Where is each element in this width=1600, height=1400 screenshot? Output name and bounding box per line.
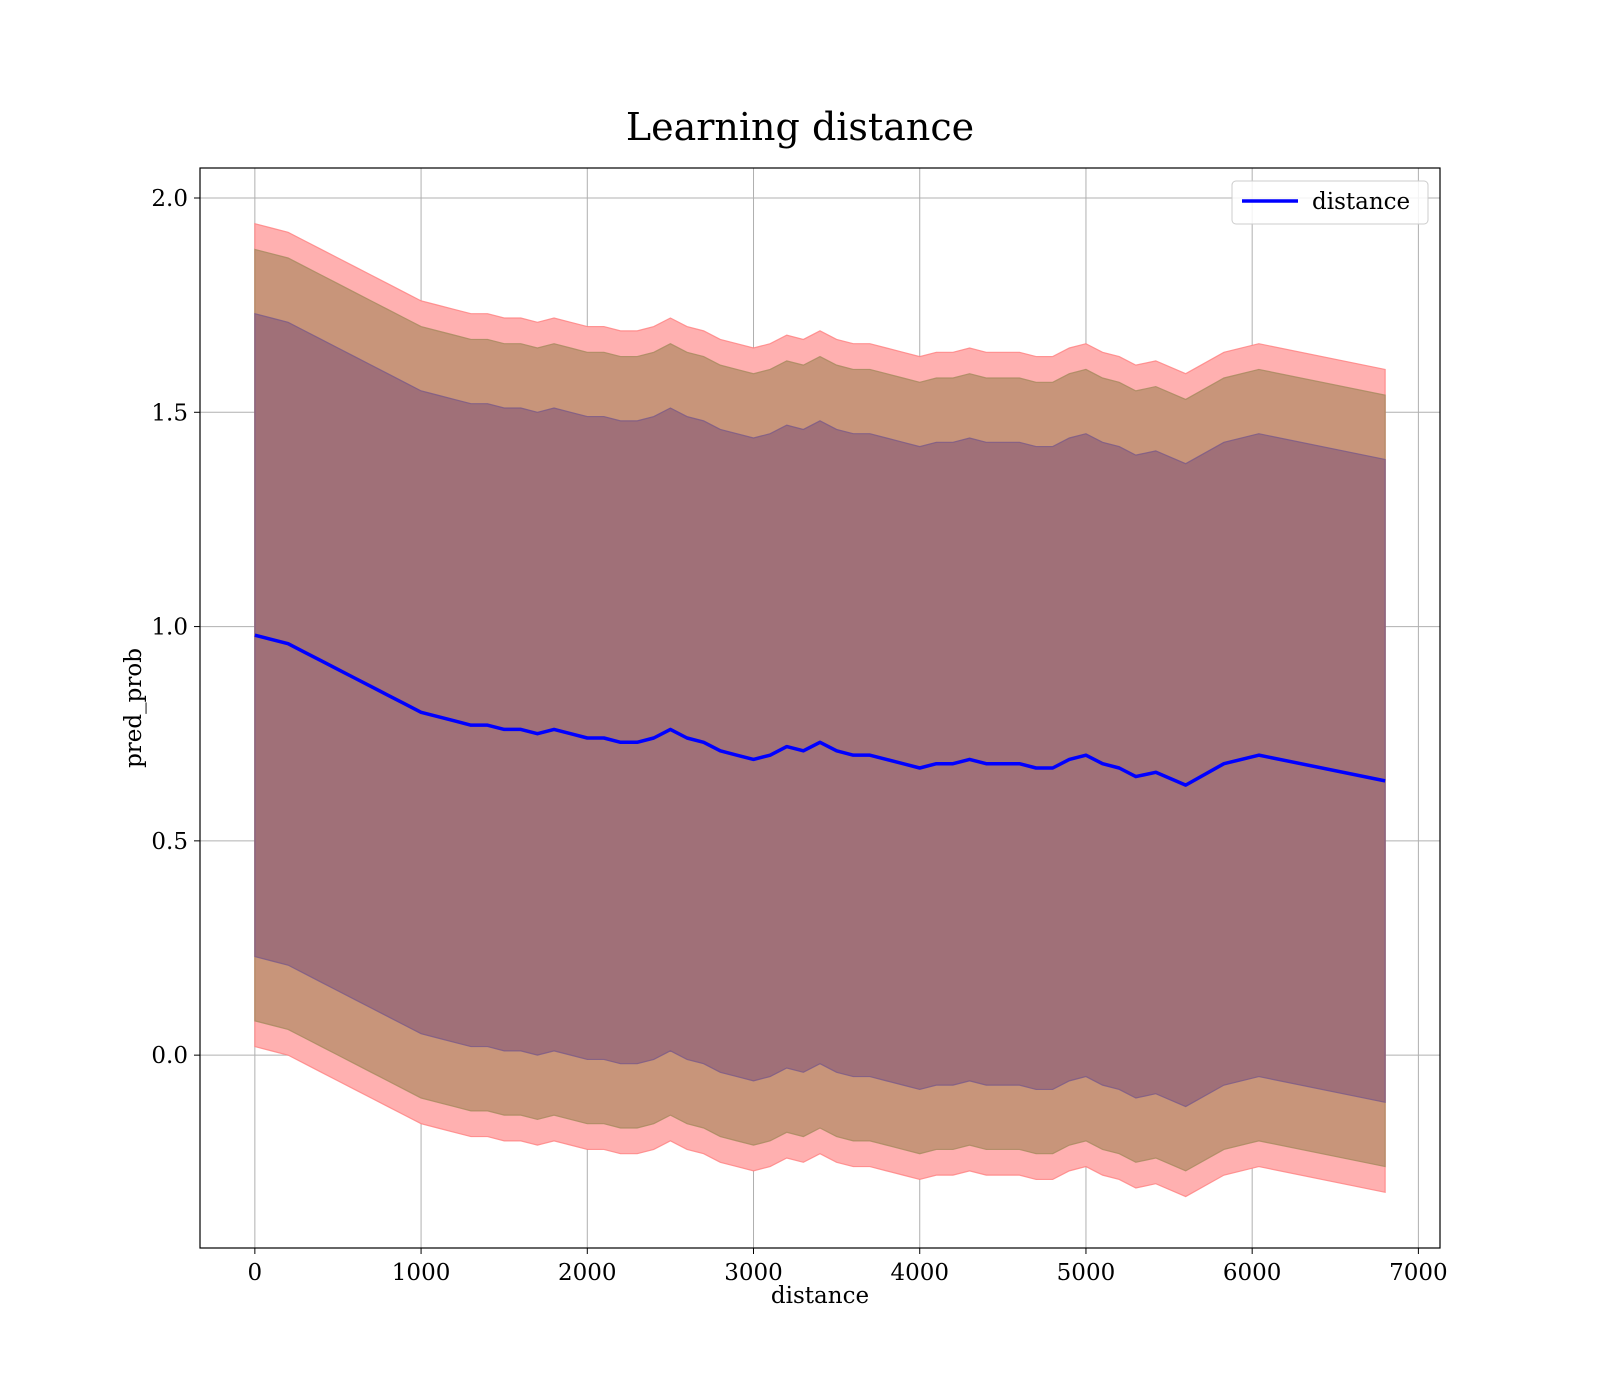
x-tick-label: 4000: [890, 1260, 949, 1286]
y-tick-label: 0.5: [151, 829, 188, 855]
x-tick-label: 3000: [724, 1260, 783, 1286]
series-lines: [254, 633, 1386, 787]
chart-title: Learning distance: [626, 105, 974, 149]
band-inner: [254, 312, 1386, 1108]
legend-box: [1231, 180, 1429, 225]
x-tick-label: 5000: [1057, 1260, 1116, 1286]
y-axis-label: pred_prob: [121, 648, 147, 768]
series-line-distance: [254, 633, 1386, 787]
x-tick-label: 6000: [1223, 1260, 1282, 1286]
x-tick-label: 7000: [1389, 1260, 1448, 1286]
y-axis-ticks: 0.0 0.5 1.0 1.5 2.0: [151, 186, 200, 1069]
legend-label-distance: distance: [1312, 189, 1410, 215]
x-tick-label: 1000: [392, 1260, 451, 1286]
x-axis-ticks: 0 1000 2000 3000 4000 5000 6000 7000: [248, 1248, 1448, 1286]
plot-frame: [199, 167, 1441, 1249]
y-tick-label: 1.0: [151, 615, 188, 641]
y-tick-label: 1.5: [151, 400, 188, 426]
y-tick-label: 0.0: [151, 1043, 188, 1069]
x-tick-label: 2000: [558, 1260, 617, 1286]
legend: distance: [1231, 180, 1429, 225]
y-tick-label: 2.0: [151, 186, 188, 212]
x-axis-label: distance: [771, 1283, 869, 1309]
confidence-bands: [254, 222, 1386, 1198]
x-tick-label: 0: [248, 1260, 263, 1286]
